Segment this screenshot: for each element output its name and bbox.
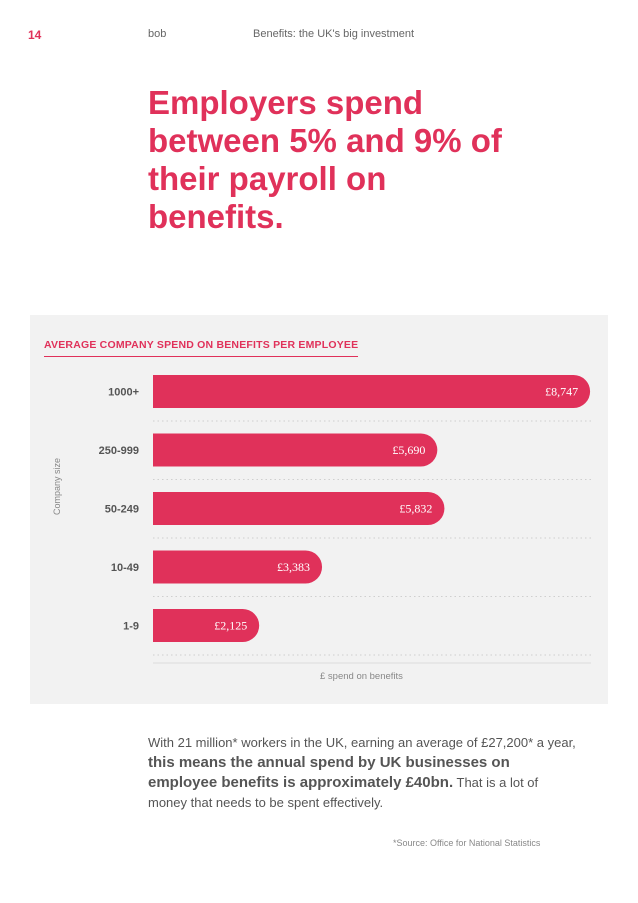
- brand-name: bob: [148, 28, 167, 40]
- bar-1-9: [153, 609, 260, 642]
- body-paragraph: With 21 million* workers in the UK, earn…: [148, 733, 578, 813]
- chart-title: AVERAGE COMPANY SPEND ON BENEFITS PER EM…: [44, 339, 359, 357]
- category-label: 50-249: [105, 504, 139, 516]
- body-outro: That is a lot of money that needs to be …: [148, 775, 539, 810]
- category-label: 250-999: [99, 445, 139, 457]
- page-number: 14: [28, 28, 42, 42]
- category-label: 10-49: [111, 562, 139, 574]
- value-label: £3,383: [277, 560, 310, 574]
- value-label: £2,125: [214, 619, 247, 633]
- x-axis-label: £ spend on benefits: [320, 671, 403, 682]
- document-title: Benefits: the UK's big investment: [253, 28, 415, 40]
- bar-1000+: [153, 375, 591, 408]
- bar-chart: 1000+ £8,747 250-999 £5,690 50-249 £5,832 10-4…: [99, 375, 591, 664]
- body-intro: With 21 million* workers in the UK, earn…: [148, 735, 576, 750]
- bar-250-999: [153, 433, 438, 467]
- chart-panel: AVERAGE COMPANY SPEND ON BENEFITS PER EM…: [30, 315, 608, 704]
- source-note: *Source: Office for National Statistics: [393, 838, 541, 848]
- category-label: 1-9: [123, 621, 139, 633]
- body-emphasis: this means the annual spend by UK busine…: [148, 754, 510, 791]
- headline: Employers spend between 5% and 9% of the…: [148, 84, 502, 235]
- bar-10-49: [153, 550, 323, 584]
- value-label: £8,747: [545, 385, 578, 399]
- value-label: £5,832: [399, 502, 432, 516]
- category-label: 1000+: [108, 387, 139, 399]
- bar-50-249: [153, 492, 445, 525]
- value-label: £5,690: [392, 443, 425, 457]
